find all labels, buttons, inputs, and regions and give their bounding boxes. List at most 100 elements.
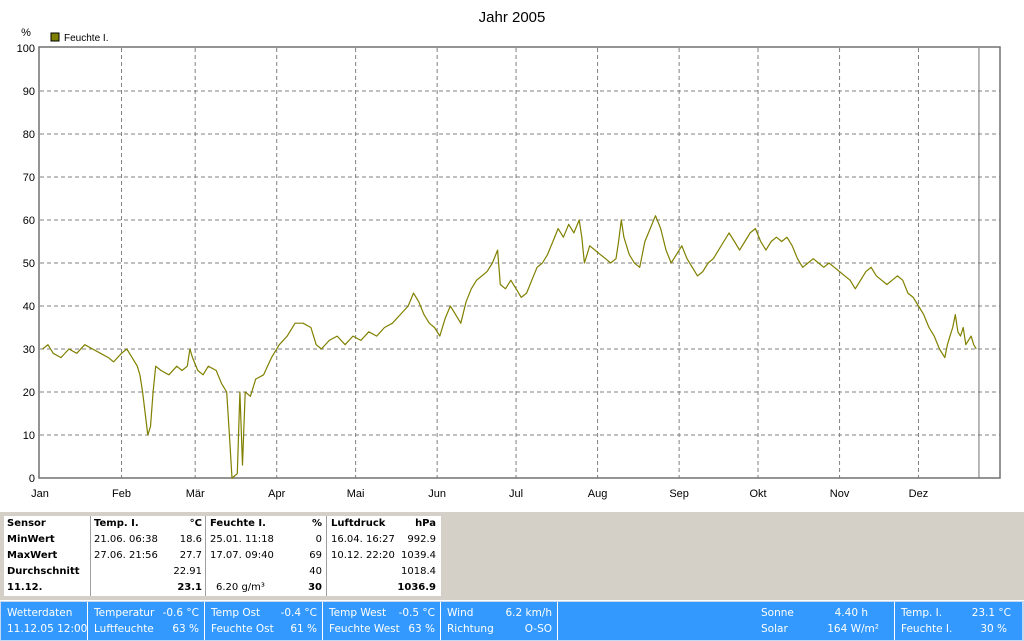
status-datetime: 11.12.05 12:00	[7, 623, 88, 635]
luftfeuchte-label: Luftfeuchte	[94, 623, 154, 635]
humidity-chart: Jahr 2005 % Feuchte I. 0 10 20 30 40 50 60 70 80…	[17, 9, 1001, 500]
x-tick-label: Mär	[186, 488, 205, 500]
plot-area-border	[38, 46, 1001, 479]
richtung-value: O-SO	[524, 623, 552, 635]
temp-avg-value: 22.91	[173, 566, 202, 577]
temperatur-label: Temperatur	[94, 607, 155, 619]
row-label-today: 11.12.	[7, 582, 43, 593]
sensor-header: Sensor	[7, 518, 46, 529]
druck-unit: hPa	[415, 518, 436, 529]
druck-avg-value: 1018.4	[401, 566, 436, 577]
row-label-avg: Durchschnitt	[7, 566, 80, 577]
grid	[40, 48, 1000, 478]
feuchte-max-value: 69	[309, 550, 322, 561]
temp-min-time: 21.06. 06:38	[94, 534, 158, 545]
feuchte-avg-value: 40	[309, 566, 322, 577]
series-layer	[42, 215, 977, 479]
row-label-min: MinWert	[7, 534, 55, 545]
status-sonne[interactable]: Sonne 4.40 h Solar 164 W/m²	[558, 602, 895, 640]
y-tick-label: 80	[23, 129, 35, 141]
x-tick-label: Feb	[112, 488, 131, 500]
y-tick-label: 20	[23, 387, 35, 399]
stats-table: Sensor MinWert MaxWert Durchschnitt 11.1…	[4, 516, 441, 596]
temp-max-time: 27.06. 21:56	[94, 550, 158, 561]
legend-swatch	[50, 32, 60, 42]
temp-max-value: 27.7	[179, 550, 202, 561]
temperatur-value: -0.6 °C	[162, 607, 199, 619]
druck-header: Luftdruck	[331, 518, 386, 529]
feuchte-i-label: Feuchte I.	[901, 623, 953, 635]
temp-column: Temp. I. °C 21.06. 06:38 18.6 27.06. 21:…	[90, 516, 206, 596]
status-ost[interactable]: Temp Ost -0.4 °C Feuchte Ost 61 %	[205, 602, 323, 640]
feuchte-today-value: 30	[308, 582, 322, 593]
x-tick-label: Jul	[509, 488, 523, 500]
temp-west-value: -0.5 °C	[398, 607, 435, 619]
temp-i-value: 23.1 °C	[971, 607, 1011, 619]
y-tick-label: 30	[23, 344, 35, 356]
sonne-label: Sonne	[761, 607, 794, 619]
druck-max-time: 10.12. 22:20	[331, 550, 395, 561]
x-tick-label: Okt	[749, 488, 766, 500]
temp-min-value: 18.6	[179, 534, 202, 545]
status-wind[interactable]: Wind 6.2 km/h Richtung O-SO	[441, 602, 558, 640]
wetterdaten-label: Wetterdaten	[7, 607, 73, 619]
x-tick-label: Jun	[428, 488, 446, 500]
temp-west-label: Temp West	[329, 607, 387, 619]
sensor-column: Sensor MinWert MaxWert Durchschnitt 11.1…	[4, 516, 90, 596]
temp-header: Temp. I.	[94, 518, 139, 529]
druck-column: Luftdruck hPa 16.04. 16:27 992.9 10.12. …	[326, 516, 442, 596]
druck-today-value: 1036.9	[397, 582, 436, 593]
x-tick-label: Sep	[669, 488, 689, 500]
druck-min-value: 992.9	[407, 534, 436, 545]
feuchte-west-label: Feuchte West	[329, 623, 400, 635]
y-tick-label: 90	[23, 86, 35, 98]
status-temperatur[interactable]: Temperatur -0.6 °C Luftfeuchte 63 %	[88, 602, 205, 640]
x-tick-label: Jan	[31, 488, 49, 500]
y-axis-unit: %	[21, 27, 31, 39]
temp-unit: °C	[189, 518, 202, 529]
druck-min-time: 16.04. 16:27	[331, 534, 395, 545]
x-tick-label: Mai	[347, 488, 365, 500]
y-tick-label: 10	[23, 430, 35, 442]
feuchte-i-value: 30 %	[980, 623, 1007, 635]
feuchte-min-time: 25.01. 11:18	[210, 534, 274, 545]
stats-panel: Sensor MinWert MaxWert Durchschnitt 11.1…	[0, 512, 1024, 600]
temp-i-label: Temp. I.	[901, 607, 943, 619]
solar-value: 164 W/m²	[827, 623, 879, 635]
y-tick-label: 100	[17, 43, 35, 55]
status-wetterdaten[interactable]: Wetterdaten 11.12.05 12:00	[1, 602, 88, 640]
feuchte-west-value: 63 %	[408, 623, 435, 635]
legend-label: Feuchte I.	[64, 33, 108, 44]
y-axis-ticks: 0 10 20 30 40 50 60 70 80 90 100	[17, 43, 35, 485]
y-tick-label: 60	[23, 215, 35, 227]
status-west[interactable]: Temp West -0.5 °C Feuchte West 63 %	[323, 602, 441, 640]
druck-max-value: 1039.4	[401, 550, 436, 561]
x-tick-label: Nov	[830, 488, 850, 500]
y-tick-label: 40	[23, 301, 35, 313]
chart-title: Jahr 2005	[479, 9, 546, 26]
feuchte-ost-label: Feuchte Ost	[211, 623, 274, 635]
y-tick-label: 0	[29, 473, 35, 485]
wind-label: Wind	[447, 607, 474, 619]
luftfeuchte-value: 63 %	[172, 623, 199, 635]
feuchte-max-time: 17.07. 09:40	[210, 550, 274, 561]
wind-value: 6.2 km/h	[505, 607, 552, 619]
solar-label: Solar	[761, 623, 788, 635]
feuchte-header: Feuchte I.	[210, 518, 266, 529]
feuchte-ost-value: 61 %	[290, 623, 317, 635]
feuchte-column: Feuchte I. % 25.01. 11:18 0 17.07. 09:40…	[205, 516, 327, 596]
feuchte-today-abs: 6.20 g/m³	[216, 582, 265, 593]
x-tick-label: Apr	[268, 488, 285, 500]
status-bar: Wetterdaten 11.12.05 12:00 Temperatur -0…	[0, 601, 1024, 641]
temp-today-value: 23.1	[177, 582, 202, 593]
y-tick-label: 50	[23, 258, 35, 270]
x-tick-label: Dez	[909, 488, 929, 500]
richtung-label: Richtung	[447, 623, 494, 635]
feuchte-unit: %	[311, 518, 322, 529]
feuchte-min-value: 0	[315, 534, 322, 545]
x-tick-label: Aug	[588, 488, 608, 500]
row-label-max: MaxWert	[7, 550, 58, 561]
series-line-feuchte	[42, 215, 977, 479]
sonne-value: 4.40 h	[834, 607, 868, 619]
status-innen[interactable]: Temp. I. 23.1 °C Feuchte I. 30 %	[895, 602, 1022, 640]
